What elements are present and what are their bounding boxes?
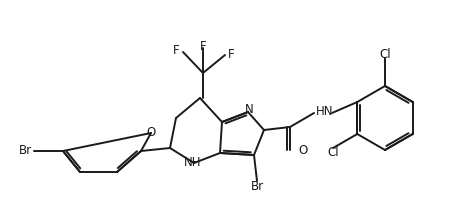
Text: HN: HN <box>316 105 334 119</box>
Text: N: N <box>245 103 254 117</box>
Text: O: O <box>298 143 307 157</box>
Text: F: F <box>228 48 235 61</box>
Text: O: O <box>146 127 155 139</box>
Text: NH: NH <box>184 155 202 168</box>
Text: Cl: Cl <box>327 145 339 159</box>
Text: F: F <box>173 44 180 57</box>
Text: Br: Br <box>250 180 264 192</box>
Text: Cl: Cl <box>379 48 391 61</box>
Text: Br: Br <box>18 145 32 157</box>
Text: F: F <box>200 40 206 52</box>
